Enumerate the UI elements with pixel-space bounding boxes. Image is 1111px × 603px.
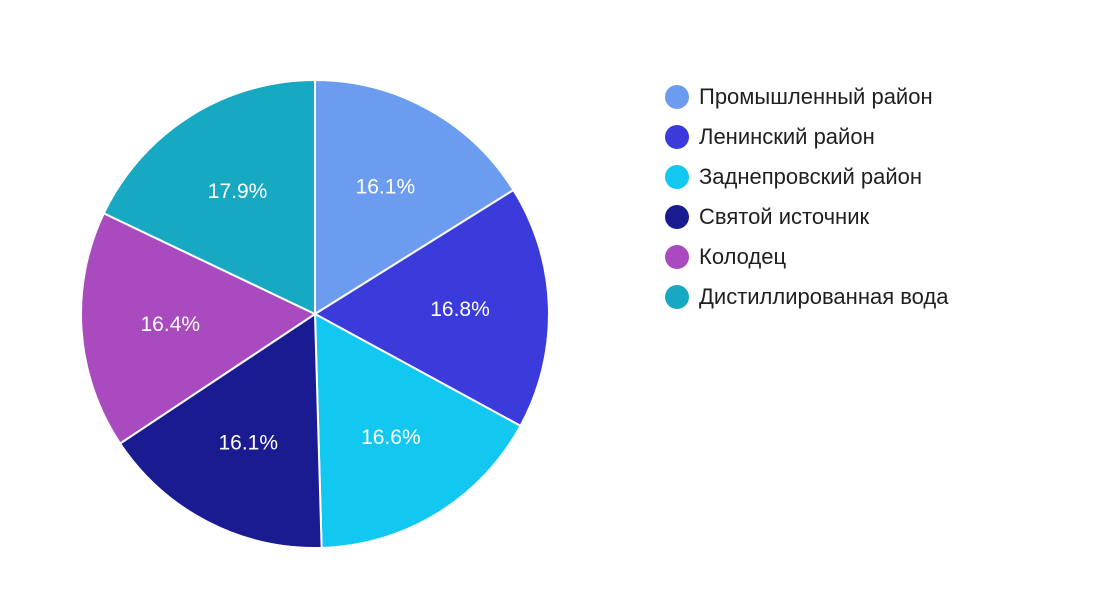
legend-item-svyatoy-istochnik[interactable]: Святой источник [665,197,949,237]
legend-label: Ленинский район [699,124,875,149]
legend-label: Промышленный район [699,84,933,109]
legend-swatch [665,85,689,109]
legend-swatch [665,205,689,229]
legend-swatch [665,245,689,269]
legend-item-distillirovannaya-voda[interactable]: Дистиллированная вода [665,277,949,317]
chart-legend: Промышленный район Ленинский район Задне… [665,77,949,317]
legend-item-zadneprovsky[interactable]: Заднепровский район [665,157,949,197]
slice-label-zadneprovsky: 16.6% [361,426,421,449]
pie-slice-leninsky[interactable] [313,188,550,428]
pie-chart: 16.1% 16.8% 16.6% 16.1% 16.4% 17.9% [80,78,550,549]
legend-swatch [665,165,689,189]
legend-swatch [665,285,689,309]
slice-label-svyatoy-istochnik: 16.1% [218,431,278,454]
slice-label-promyshlenny: 16.1% [356,176,416,199]
legend-swatch [665,125,689,149]
legend-label: Заднепровский район [699,164,923,189]
legend-label: Колодец [699,244,787,269]
legend-item-leninsky[interactable]: Ленинский район [665,117,949,157]
slice-label-kolodets: 16.4% [141,313,201,336]
pie-slice-distillirovannaya-voda[interactable] [102,78,316,316]
legend-label: Святой источник [699,204,870,229]
pie-slices [80,78,550,549]
legend-item-kolodets[interactable]: Колодец [665,237,949,277]
pie-slice-zadneprovsky[interactable] [313,312,522,549]
slice-label-leninsky: 16.8% [430,298,490,321]
slice-label-distillirovannaya-voda: 17.9% [208,180,268,203]
legend-label: Дистиллированная вода [699,284,949,309]
pie-slice-labels: 16.1% 16.8% 16.6% 16.1% 16.4% 17.9% [141,176,490,455]
legend-item-promyshlenny[interactable]: Промышленный район [665,77,949,117]
pie-slice-svyatoy-istochnik[interactable] [118,312,323,549]
pie-slice-promyshlenny[interactable] [314,78,515,316]
pie-slice-kolodets[interactable] [80,211,318,445]
